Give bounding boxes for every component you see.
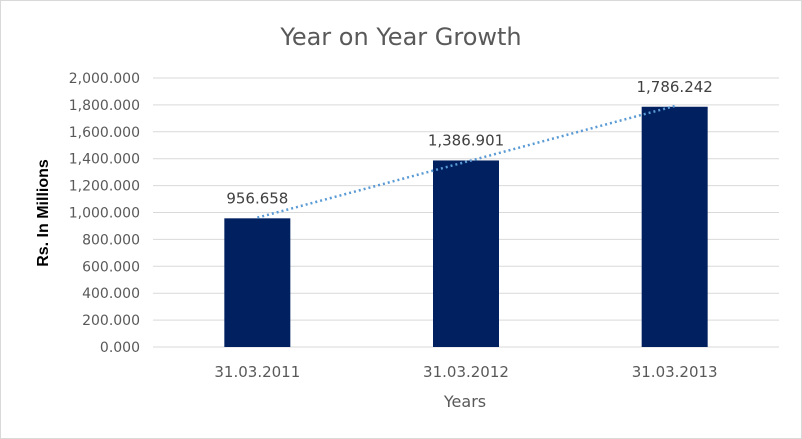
x-tick-label: 31.03.2013 <box>632 363 718 381</box>
y-tick-label: 2,000.000 <box>69 71 140 87</box>
data-label: 1,786.242 <box>636 78 712 96</box>
y-tick-label: 600.000 <box>82 259 140 275</box>
x-tick-label: 31.03.2011 <box>214 363 300 381</box>
y-tick-label: 1,200.000 <box>69 179 140 195</box>
bar <box>224 218 291 347</box>
data-label: 1,386.901 <box>428 131 504 149</box>
y-tick-label: 1,000.000 <box>69 206 140 222</box>
trendline-layer <box>257 104 675 219</box>
y-tick-label: 0.000 <box>100 340 140 356</box>
y-tick-label: 800.000 <box>82 232 140 248</box>
x-axis-title: Years <box>443 392 486 411</box>
y-tick-label: 1,400.000 <box>69 152 140 168</box>
data-label: 956.658 <box>226 189 288 207</box>
bars <box>224 106 708 347</box>
bar <box>433 160 499 347</box>
y-tick-label: 400.000 <box>82 286 140 302</box>
y-axis-title: Rs. In Millions <box>35 159 52 267</box>
y-tick-label: 200.000 <box>82 313 140 329</box>
data-labels: 956.658 1,386.901 1,786.242 <box>226 78 713 208</box>
bar <box>641 106 708 347</box>
chart-title: Year on Year Growth <box>279 23 521 51</box>
y-tick-label: 1,800.000 <box>69 98 140 114</box>
x-tick-label: 31.03.2012 <box>423 363 509 381</box>
y-axis-ticks: 0.000 200.000 400.000 600.000 800.000 1,000.0… <box>69 71 140 356</box>
trendline <box>257 104 675 219</box>
x-axis-ticks: 31.03.2011 31.03.2012 31.03.2013 <box>214 363 717 381</box>
y-tick-label: 1,600.000 <box>69 125 140 141</box>
